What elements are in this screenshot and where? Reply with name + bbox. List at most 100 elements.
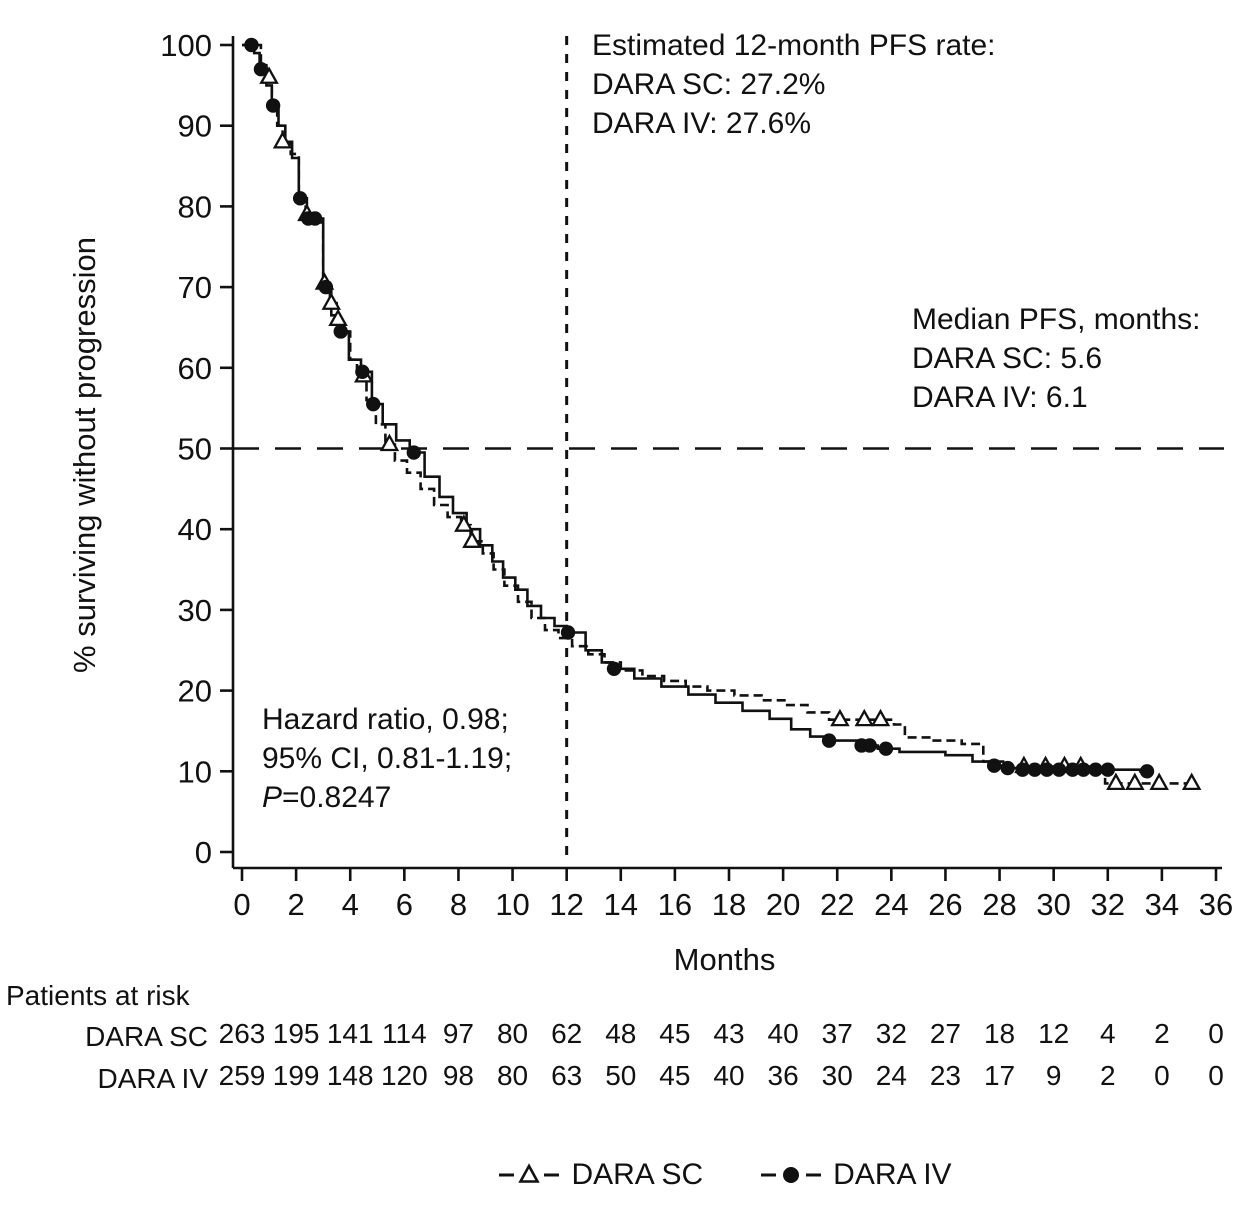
dara-iv-legend-marker-icon xyxy=(761,1167,822,1183)
y-axis-title: % surviving without progression xyxy=(67,237,102,673)
censor-mark-dara-sc xyxy=(321,292,342,310)
y-tick-label: 10 xyxy=(178,754,212,789)
censor-mark-dara-sc xyxy=(830,708,850,727)
censor-mark-dara-iv xyxy=(307,211,323,226)
legend: DARA SC DARA IV xyxy=(233,1158,1216,1192)
risk-count: 63 xyxy=(551,1060,582,1091)
p-value: =0.8247 xyxy=(282,781,392,814)
x-axis-title: Months xyxy=(673,942,776,977)
censor-mark-dara-iv xyxy=(878,741,894,756)
x-tick-label: 34 xyxy=(1145,887,1179,922)
hazard-ratio-annotation: Hazard ratio, 0.98; 95% CI, 0.81-1.19; P… xyxy=(262,700,512,817)
censor-mark-dara-iv xyxy=(821,733,837,748)
censor-mark-dara-sc xyxy=(379,433,400,452)
censor-mark-dara-sc xyxy=(259,66,279,84)
x-tick-label: 30 xyxy=(1036,887,1070,922)
median-line-1: Median PFS, months: xyxy=(912,303,1201,336)
legend-label-dara-iv: DARA IV xyxy=(833,1158,952,1191)
censor-mark-dara-iv xyxy=(1000,760,1015,776)
x-tick-label: 2 xyxy=(287,887,304,922)
x-tick-label: 16 xyxy=(658,887,692,922)
y-tick-label: 100 xyxy=(160,28,212,63)
risk-count: 97 xyxy=(443,1018,474,1049)
risk-count: 30 xyxy=(822,1060,853,1091)
censor-mark-dara-iv xyxy=(1027,762,1042,777)
p-value-line: P=0.8247 xyxy=(262,778,512,817)
p-label: P xyxy=(262,781,283,814)
risk-count: 263 xyxy=(219,1018,266,1049)
censor-mark-dara-sc xyxy=(854,708,875,727)
censor-mark-dara-iv xyxy=(355,364,370,380)
risk-count: 80 xyxy=(497,1018,528,1049)
pfs-rate-line-1: Estimated 12-month PFS rate: xyxy=(592,29,996,62)
x-tick-label: 4 xyxy=(342,887,359,922)
risk-count: 114 xyxy=(382,1018,427,1049)
censor-mark-dara-sc xyxy=(272,130,293,149)
risk-count: 259 xyxy=(219,1060,266,1091)
censor-mark-dara-iv xyxy=(1015,762,1030,777)
risk-count: 98 xyxy=(443,1060,474,1091)
censor-mark-dara-iv xyxy=(1088,762,1103,777)
risk-row-label-dara-iv: DARA IV xyxy=(97,1063,208,1094)
y-tick-label: 30 xyxy=(178,593,212,628)
x-tick-label: 22 xyxy=(820,887,854,922)
risk-count: 48 xyxy=(605,1018,636,1049)
censor-mark-dara-sc xyxy=(1125,772,1145,791)
x-tick-label: 24 xyxy=(874,887,908,922)
censor-mark-dara-sc xyxy=(870,708,891,727)
censor-mark-dara-sc xyxy=(462,530,482,548)
risk-count: 24 xyxy=(876,1060,907,1091)
risk-count: 40 xyxy=(768,1018,799,1049)
median-pfs-annotation: Median PFS, months: DARA SC: 5.6 DARA IV… xyxy=(912,300,1200,417)
risk-count: 0 xyxy=(1208,1060,1224,1091)
risk-count: 2 xyxy=(1154,1018,1170,1049)
risk-count: 50 xyxy=(605,1060,636,1091)
y-tick-label: 60 xyxy=(178,351,212,386)
legend-label-dara-sc: DARA SC xyxy=(571,1158,704,1191)
risk-count: 32 xyxy=(876,1018,907,1049)
risk-count: 148 xyxy=(327,1060,374,1091)
risk-count: 45 xyxy=(659,1060,690,1091)
median-line-2: DARA SC: 5.6 xyxy=(912,342,1103,375)
risk-count: 18 xyxy=(984,1018,1015,1049)
censor-mark-dara-sc xyxy=(1149,772,1169,791)
x-tick-label: 26 xyxy=(928,887,962,922)
risk-count: 0 xyxy=(1154,1060,1170,1091)
hazard-ratio-line: Hazard ratio, 0.98; xyxy=(262,703,509,736)
risk-count: 40 xyxy=(713,1060,744,1091)
y-tick-label: 20 xyxy=(178,674,212,709)
x-tick-label: 10 xyxy=(495,887,529,922)
risk-count: 2 xyxy=(1100,1060,1116,1091)
pfs-rate-line-3: DARA IV: 27.6% xyxy=(592,107,811,140)
censor-mark-dara-iv xyxy=(1039,762,1055,777)
x-tick-label: 8 xyxy=(450,887,467,922)
censor-mark-dara-iv xyxy=(265,98,281,113)
risk-count: 43 xyxy=(713,1018,744,1049)
censor-mark-dara-iv xyxy=(406,445,422,460)
risk-count: 141 xyxy=(327,1018,374,1049)
censor-mark-dara-iv xyxy=(560,625,576,640)
censor-mark-dara-iv xyxy=(1065,762,1080,777)
censor-mark-dara-iv xyxy=(986,758,1002,773)
censor-mark-dara-iv xyxy=(292,191,308,206)
risk-count: 199 xyxy=(273,1060,320,1091)
censor-mark-dara-iv xyxy=(333,324,348,339)
censor-mark-dara-iv xyxy=(244,37,259,53)
pfs-rate-line-2: DARA SC: 27.2% xyxy=(592,68,826,101)
risk-row-label-dara-sc: DARA SC xyxy=(85,1021,208,1052)
censor-mark-dara-iv xyxy=(253,62,269,77)
censor-mark-dara-sc xyxy=(454,514,474,532)
legend-item-dara-sc: DARA SC xyxy=(497,1158,703,1192)
risk-count: 45 xyxy=(659,1018,690,1049)
censor-mark-dara-iv xyxy=(862,738,877,753)
risk-count: 17 xyxy=(984,1060,1015,1091)
risk-count: 80 xyxy=(497,1060,528,1091)
censor-mark-dara-iv xyxy=(1100,762,1115,777)
risk-count: 120 xyxy=(381,1060,428,1091)
x-tick-label: 28 xyxy=(982,887,1016,922)
legend-item-dara-iv: DARA IV xyxy=(759,1158,952,1192)
risk-count: 195 xyxy=(273,1018,320,1049)
ci-line: 95% CI, 0.81-1.19; xyxy=(262,742,513,775)
censor-mark-dara-iv xyxy=(1051,762,1067,777)
